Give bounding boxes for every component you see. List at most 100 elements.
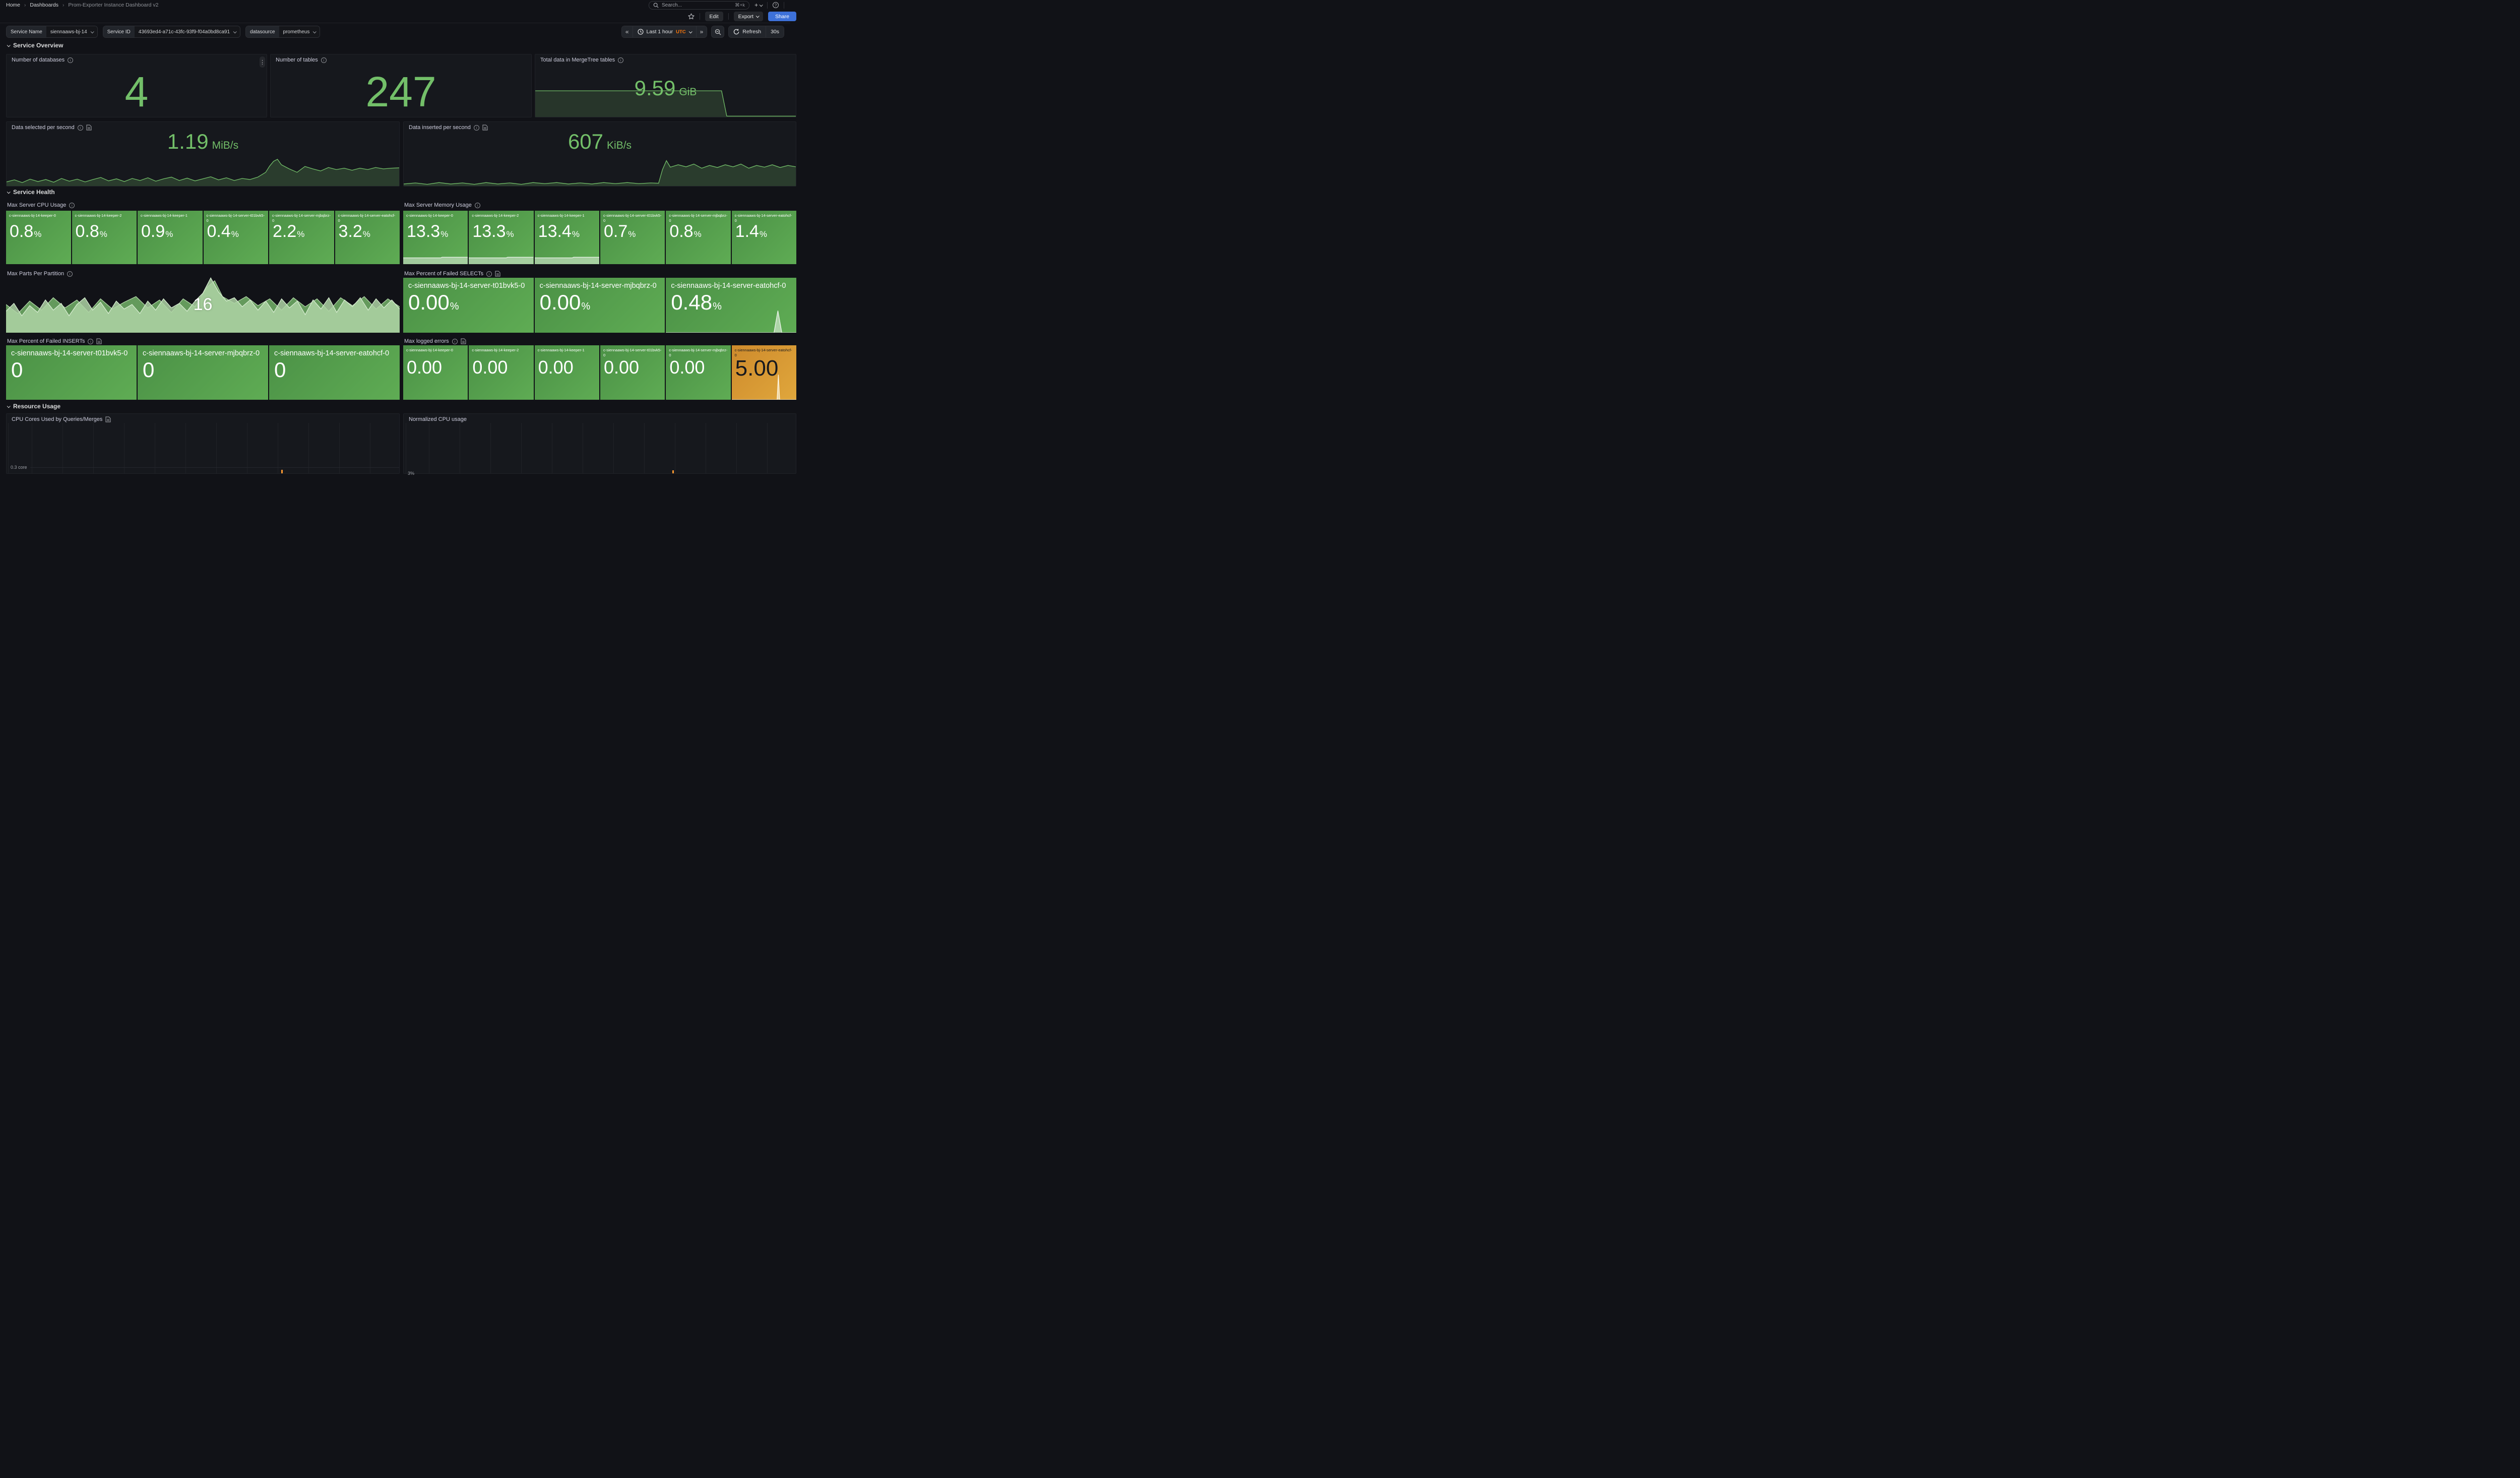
stat-tile-errors-keeper-2: c-siennaaws-bj-14-keeper-2 0.00 [469, 345, 534, 400]
search-input[interactable]: Search... ⌘+k [648, 1, 749, 10]
panel-max-memory-usage: Max Server Memory Usage c-siennaaws-bj-1… [403, 200, 796, 264]
panel-title: CPU Cores Used by Queries/Merges [12, 416, 103, 422]
stat-tile-errors-server-t01bvk5: c-siennaaws-bj-14-server-t01bvk5-0 0.00 [600, 345, 665, 400]
variable-service-id-select[interactable]: 43693ed4-a71c-43fc-93f9-f04a0bd8ca91 [134, 26, 240, 37]
info-icon[interactable] [88, 338, 94, 344]
divider [767, 2, 768, 9]
breadcrumb: Home › Dashboards › Prom-Exporter Instan… [6, 2, 159, 8]
variables-bar: Service Name siennaaws-bj-14 Service ID … [0, 23, 790, 40]
stat-tile-cpu-server-eatohcf: c-siennaaws-bj-14-server-eatohcf-0 3.2% [335, 211, 400, 264]
breadcrumb-home[interactable]: Home [6, 2, 21, 8]
panel-menu-icon[interactable] [260, 56, 265, 68]
dashboard-canvas: Service Overview Number of databases 4 N… [0, 40, 802, 476]
panel-links-icon[interactable] [105, 416, 111, 422]
stat-tile-cpu-keeper-2: c-siennaaws-bj-14-keeper-2 0.8% [72, 211, 137, 264]
help-icon[interactable] [773, 2, 779, 8]
variable-service-id: Service ID 43693ed4-a71c-43fc-93f9-f04a0… [102, 26, 241, 38]
chevron-down-icon [688, 29, 692, 33]
data-selected-area-chart [7, 152, 399, 186]
section-service-overview[interactable]: Service Overview [7, 42, 63, 49]
info-icon[interactable] [473, 125, 479, 131]
stat-unit: GiB [679, 86, 697, 98]
info-icon[interactable] [452, 338, 458, 344]
stat-value: 607 [568, 130, 604, 153]
panel-max-cpu-usage: Max Server CPU Usage c-siennaaws-bj-14-k… [6, 200, 400, 264]
export-button[interactable]: Export [733, 12, 763, 21]
errors-spike-sparkline [731, 345, 796, 400]
panel-links-icon[interactable] [461, 338, 466, 344]
panel-number-of-tables: Number of tables 247 [270, 54, 532, 117]
stat-tile-memory-server-eatohcf: c-siennaaws-bj-14-server-eatohcf-0 1.4% [731, 211, 796, 264]
stat-value: 1.19 [167, 130, 209, 153]
chevron-down-icon [233, 29, 237, 33]
y-axis-label: 0.3 core [11, 465, 27, 470]
panel-title: Number of databases [12, 57, 65, 63]
breadcrumb-separator: › [62, 2, 65, 8]
cpu-cores-plot-area: 0.3 core [7, 423, 399, 473]
time-shift-forward-button[interactable]: » [696, 26, 707, 37]
selects-spike-sparkline [666, 278, 796, 333]
info-icon[interactable] [321, 57, 327, 63]
panel-failed-inserts: Max Percent of Failed INSERTs c-siennaaw… [6, 336, 400, 400]
chevron-down-icon [90, 29, 94, 33]
panel-data-selected: Data selected per second 1.19 MiB/s [6, 121, 400, 187]
panel-links-icon[interactable] [495, 271, 500, 277]
zoom-out-button[interactable] [711, 26, 725, 38]
edit-button[interactable]: Edit [705, 12, 723, 21]
share-button[interactable]: Share [768, 12, 796, 21]
stat-tile-inserts-mjbqbrz: c-siennaaws-bj-14-server-mjbqbrz-0 0 [138, 345, 268, 400]
panel-links-icon[interactable] [86, 125, 92, 131]
series-start-tick [672, 470, 674, 473]
variable-datasource-select[interactable]: prometheus [279, 26, 320, 37]
parts-area-chart-front [6, 276, 400, 333]
stat-tile-inserts-t01bvk5: c-siennaaws-bj-14-server-t01bvk5-0 0 [6, 345, 137, 400]
stat-tile-errors-server-mjbqbrz: c-siennaaws-bj-14-server-mjbqbrz-0 0.00 [666, 345, 731, 400]
time-range-picker[interactable]: Last 1 hour UTC [632, 26, 696, 37]
variable-service-name-select[interactable]: siennaaws-bj-14 [46, 26, 97, 37]
stat-tile-memory-server-t01bvk5: c-siennaaws-bj-14-server-t01bvk5-0 0.7% [600, 211, 665, 264]
stat-tile-cpu-keeper-0: c-siennaaws-bj-14-keeper-0 0.8% [6, 211, 71, 264]
star-icon[interactable] [687, 13, 695, 20]
stat-value: 4 [124, 68, 149, 115]
stat-tile-memory-keeper-2: c-siennaaws-bj-14-keeper-2 13.3% [469, 211, 534, 264]
panel-title: Number of tables [276, 57, 318, 63]
stat-tile-errors-server-eatohcf: c-siennaaws-bj-14-server-eatohcf-0 5.00 [731, 345, 796, 400]
section-resource-usage[interactable]: Resource Usage [7, 403, 60, 410]
panel-data-inserted: Data inserted per second 607 KiB/s [403, 121, 796, 187]
time-shift-back-button[interactable]: « [621, 26, 633, 37]
add-button[interactable]: + [754, 2, 763, 9]
variable-label: Service ID [103, 26, 135, 37]
panel-links-icon[interactable] [96, 338, 102, 344]
top-nav: Home › Dashboards › Prom-Exporter Instan… [0, 0, 790, 10]
refresh-button[interactable]: Refresh [729, 26, 766, 37]
info-icon[interactable] [77, 125, 83, 131]
variable-label: Service Name [7, 26, 46, 37]
info-icon[interactable] [67, 271, 73, 277]
stat-unit: MiB/s [212, 140, 239, 151]
stat-tile-selects-t01bvk5: c-siennaaws-bj-14-server-t01bvk5-0 0.00% [403, 278, 534, 333]
chevron-down-icon [755, 14, 760, 18]
panel-links-icon[interactable] [482, 125, 488, 131]
breadcrumb-separator: › [24, 2, 26, 8]
stat-value: 16 [193, 294, 213, 314]
plus-icon: + [754, 2, 758, 9]
y-axis-label: 3% [408, 471, 415, 476]
refresh-interval-select[interactable]: 30s [766, 26, 784, 37]
stat-tile-errors-keeper-0: c-siennaaws-bj-14-keeper-0 0.00 [403, 345, 468, 400]
panel-normalized-cpu-usage: Normalized CPU usage 3% [403, 413, 796, 476]
panel-max-logged-errors: Max logged errors c-siennaaws-bj-14-keep… [403, 336, 796, 400]
info-icon[interactable] [474, 202, 480, 208]
clock-icon [637, 29, 644, 35]
panel-title: Max Parts Per Partition [7, 271, 65, 277]
variable-service-name: Service Name siennaaws-bj-14 [6, 26, 98, 38]
section-service-health[interactable]: Service Health [7, 189, 55, 196]
panel-title: Total data in MergeTree tables [540, 57, 615, 63]
info-icon[interactable] [618, 57, 624, 63]
panel-max-parts-per-partition: Max Parts Per Partition 16 [6, 268, 400, 333]
info-icon[interactable] [486, 271, 492, 277]
stat-value: 247 [365, 68, 436, 115]
breadcrumb-dashboards[interactable]: Dashboards [30, 2, 58, 8]
info-icon[interactable] [69, 202, 75, 208]
stat-tile-memory-keeper-1: c-siennaaws-bj-14-keeper-1 13.4% [534, 211, 599, 264]
info-icon[interactable] [68, 57, 74, 63]
